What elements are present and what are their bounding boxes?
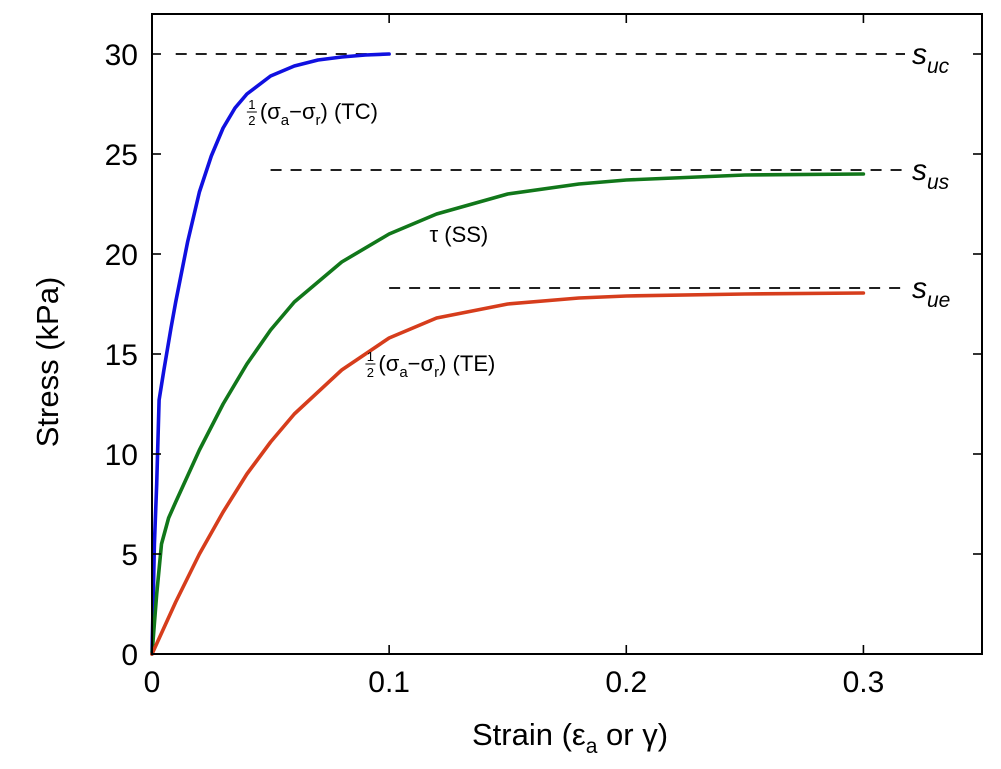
x-tick-label: 0.3 xyxy=(843,666,885,699)
svg-text:1: 1 xyxy=(367,349,374,364)
plot-frame xyxy=(151,13,983,655)
curve-annotations: 12 (σa−σr) (TC)τ (SS)12 (σa−σr) (TE) xyxy=(246,97,495,381)
reference-labels: suc sus sue xyxy=(912,38,950,312)
y-tick-label: 10 xyxy=(105,439,138,472)
x-tick-label: 0.2 xyxy=(605,666,647,699)
reference-label-uc: suc xyxy=(912,38,950,78)
y-tick-label: 20 xyxy=(105,239,138,272)
y-tick-label: 0 xyxy=(121,639,138,672)
x-tick-label: 0 xyxy=(144,666,161,699)
y-tick-label: 5 xyxy=(121,539,138,572)
x-axis-title: Strain (εa or γ) xyxy=(472,717,668,758)
series-line-2 xyxy=(150,291,866,656)
y-tick-label: 15 xyxy=(105,339,138,372)
x-axis-title-pre: Strain (ε xyxy=(472,717,586,752)
series-line-1 xyxy=(150,172,866,656)
reference-label-ue: sue xyxy=(912,272,950,312)
svg-text:(σa−σr) (TE): (σa−σr) (TE) xyxy=(378,351,495,381)
x-axis-title-sub: a xyxy=(586,735,598,758)
y-axis-title: Stress (kPa) xyxy=(30,277,65,448)
svg-text:(σa−σr) (TC): (σa−σr) (TC) xyxy=(260,99,378,129)
annotation-0: 12 (σa−σr) (TC) xyxy=(246,97,378,129)
annotation-2: 12 (σa−σr) (TE) xyxy=(365,349,495,381)
svg-text:2: 2 xyxy=(248,113,255,128)
reference-label-us: sus xyxy=(912,154,950,194)
reference-lines xyxy=(175,53,905,289)
tick-labels: 0 0.1 0.2 0.3 0 5 10 15 20 25 30 xyxy=(105,39,885,699)
x-axis-title-post: or γ) xyxy=(597,717,668,752)
x-tick-label: 0.1 xyxy=(368,666,410,699)
svg-text:2: 2 xyxy=(367,365,374,380)
series-lines xyxy=(150,52,866,656)
y-tick-label: 30 xyxy=(105,39,138,72)
series-line-0 xyxy=(150,52,391,656)
svg-text:1: 1 xyxy=(248,97,255,112)
y-tick-label: 25 xyxy=(105,139,138,172)
axis-ticks xyxy=(151,14,982,655)
annotation-ss: τ (SS) xyxy=(429,222,488,247)
